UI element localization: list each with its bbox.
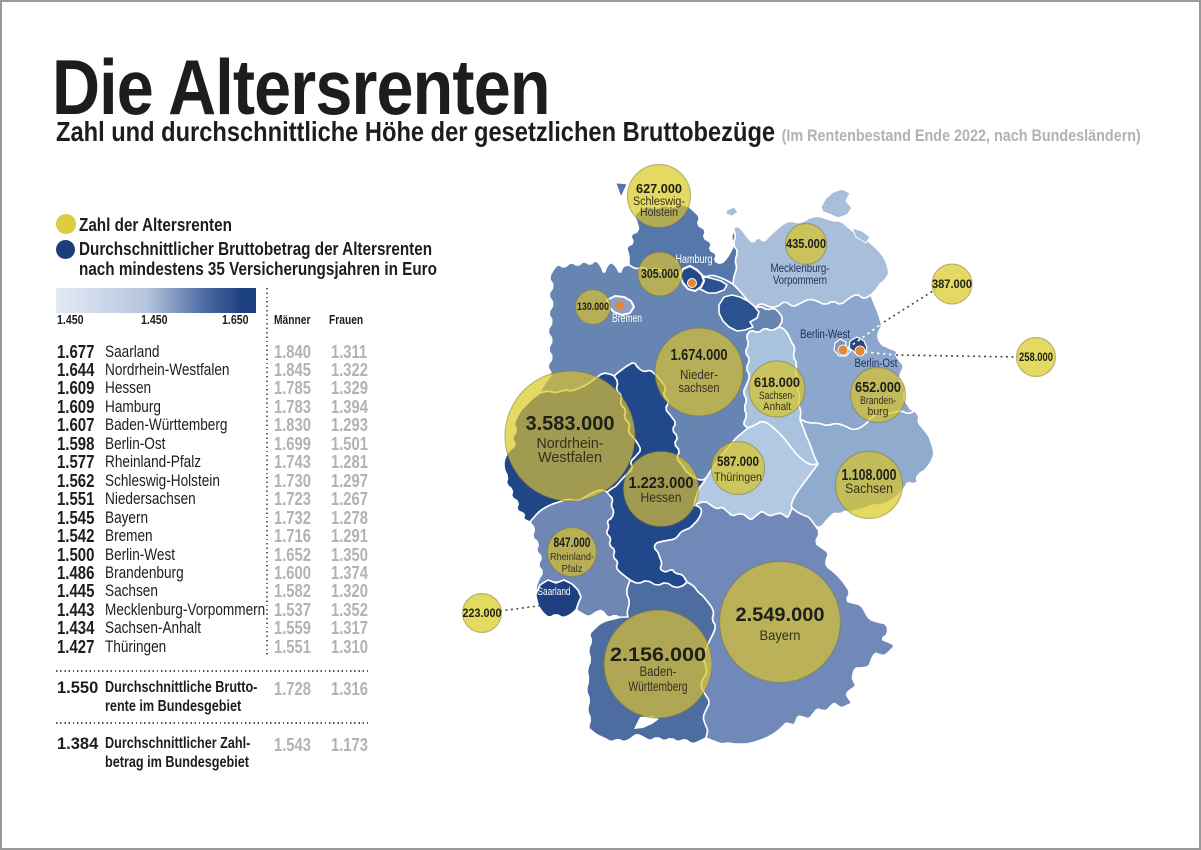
svg-text:Branden-: Branden- [860, 395, 896, 407]
svg-text:Württemberg: Württemberg [629, 678, 688, 694]
svg-text:258.000: 258.000 [1019, 350, 1053, 364]
svg-text:Schleswig-: Schleswig- [633, 196, 685, 208]
svg-text:3.583.000: 3.583.000 [526, 413, 615, 435]
svg-text:847.000: 847.000 [554, 535, 591, 550]
svg-text:Hamburg: Hamburg [676, 254, 713, 266]
svg-text:587.000: 587.000 [717, 453, 759, 469]
svg-text:1.223.000: 1.223.000 [629, 475, 694, 492]
svg-text:Bayern: Bayern [760, 627, 801, 643]
svg-text:618.000: 618.000 [754, 374, 800, 390]
svg-text:Saarland: Saarland [538, 586, 571, 598]
svg-text:Berlin-Ost: Berlin-Ost [855, 358, 899, 370]
svg-text:sachsen: sachsen [679, 381, 720, 395]
svg-text:305.000: 305.000 [641, 266, 679, 281]
svg-text:Nieder-: Nieder- [680, 368, 718, 382]
svg-text:2.549.000: 2.549.000 [736, 604, 825, 626]
svg-text:Nordrhein-: Nordrhein- [537, 436, 604, 452]
svg-text:2.156.000: 2.156.000 [610, 645, 706, 666]
svg-text:652.000: 652.000 [855, 380, 901, 396]
svg-text:Holstein: Holstein [640, 207, 678, 219]
svg-text:435.000: 435.000 [786, 236, 826, 251]
svg-text:1.674.000: 1.674.000 [671, 347, 728, 364]
svg-text:Anhalt: Anhalt [763, 401, 791, 413]
svg-text:Baden-: Baden- [640, 663, 677, 679]
svg-text:Mecklenburg-: Mecklenburg- [771, 261, 830, 275]
svg-text:burg: burg [868, 406, 889, 418]
svg-text:Sachsen: Sachsen [845, 481, 893, 496]
svg-text:Pfalz: Pfalz [562, 563, 583, 575]
svg-text:627.000: 627.000 [636, 181, 682, 196]
svg-text:130.000: 130.000 [577, 301, 609, 313]
svg-text:Westfalen: Westfalen [538, 450, 602, 466]
svg-text:Rheinland-: Rheinland- [550, 551, 594, 563]
svg-text:Berlin-West: Berlin-West [800, 329, 851, 341]
svg-text:387.000: 387.000 [932, 277, 972, 291]
svg-text:Bremen: Bremen [612, 313, 642, 325]
svg-text:Thüringen: Thüringen [714, 470, 762, 484]
svg-text:Sachsen-: Sachsen- [759, 390, 795, 402]
svg-text:Vorpommern: Vorpommern [773, 273, 827, 287]
svg-text:Hessen: Hessen [641, 490, 682, 505]
svg-text:1.108.000: 1.108.000 [842, 467, 897, 484]
svg-text:223.000: 223.000 [463, 606, 502, 620]
